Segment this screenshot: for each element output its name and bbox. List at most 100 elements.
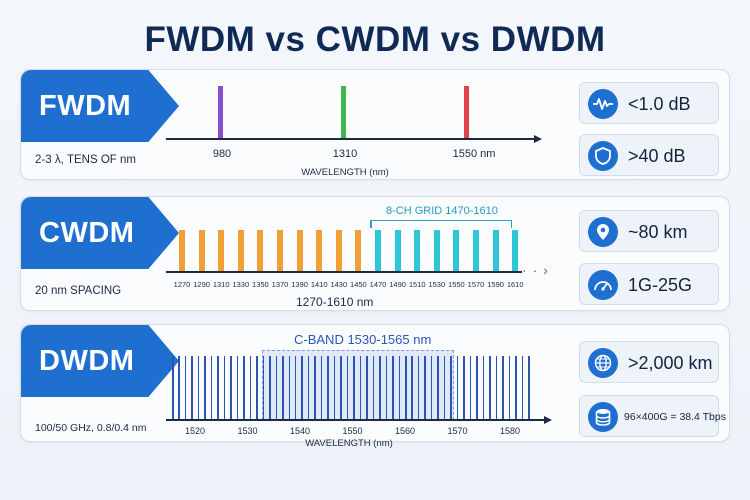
dwdm-channel-line	[424, 356, 426, 419]
cwdm-tick: 1290	[193, 280, 210, 289]
dwdm-cband-highlight	[262, 350, 454, 420]
cwdm-spec-distance: ~80 km	[579, 210, 719, 252]
dwdm-channel-line	[256, 356, 258, 419]
cwdm-tick: 1590	[487, 280, 504, 289]
cwdm-channel-bar	[257, 230, 264, 271]
location-pin-icon	[588, 217, 618, 247]
dwdm-channel-line	[346, 356, 349, 419]
cwdm-channel-bar	[394, 230, 401, 271]
cwdm-label-box: CWDM	[21, 197, 146, 269]
dwdm-channel-line	[340, 356, 342, 419]
spec-value: >2,000 km	[628, 353, 713, 373]
dwdm-channel-line	[307, 356, 310, 419]
spec-value: <1.0 dB	[628, 94, 691, 114]
fwdm-tick: 1310	[332, 148, 358, 160]
spec-value: 96×400G = 38.4 Tbps	[624, 411, 726, 423]
dwdm-channel-line	[502, 356, 504, 419]
cwdm-label-arrow	[145, 197, 179, 269]
dwdm-channel-line	[333, 356, 336, 419]
dwdm-channel-line	[230, 356, 232, 419]
speedometer-icon	[588, 270, 618, 300]
dwdm-channel-line	[437, 356, 439, 419]
fwdm-spec-insertion-loss: <1.0 dB	[579, 82, 719, 124]
fwdm-subtitle: 2-3 λ, TENS OF nm	[35, 154, 136, 166]
dwdm-tick: 1550	[342, 426, 363, 436]
cwdm-channel-bar	[179, 230, 185, 271]
database-icon	[588, 402, 618, 432]
cwdm-tick: 1430	[330, 280, 348, 289]
cwdm-channel-bar	[375, 230, 381, 271]
fwdm-channel-980	[218, 86, 223, 138]
dwdm-panel: DWDM 100/50 GHz, 0.8/0.4 nm >2,000 km 96…	[20, 324, 730, 442]
cwdm-channel-bar	[512, 230, 519, 271]
cwdm-tick: 1570	[467, 280, 485, 289]
dwdm-channel-line	[495, 356, 498, 419]
shield-icon	[588, 141, 618, 171]
dwdm-channel-line	[275, 356, 278, 419]
dwdm-axis-title: WAVELENGTH (nm)	[305, 438, 393, 449]
dwdm-channel-line	[191, 356, 193, 419]
cwdm-tick: 1330	[232, 280, 250, 289]
dwdm-channel-line	[204, 356, 206, 419]
dwdm-channel-line	[294, 356, 297, 419]
dwdm-channel-line	[521, 356, 524, 419]
cwdm-spec-rate: 1G-25G	[579, 263, 719, 305]
fwdm-name: FWDM	[39, 90, 132, 122]
cwdm-channel-bar	[453, 230, 460, 271]
dwdm-channel-line	[282, 356, 284, 419]
cwdm-channel-bar	[316, 230, 323, 271]
fwdm-tick: 1550 nm	[452, 148, 496, 160]
dwdm-channel-line	[217, 356, 219, 419]
dwdm-cband-top-line	[262, 350, 454, 351]
cwdm-tick: 1310	[212, 280, 230, 289]
fwdm-label-arrow	[145, 70, 179, 142]
dwdm-channel-line	[379, 356, 381, 419]
cwdm-channel-bar	[277, 230, 283, 271]
dwdm-channel-line	[398, 356, 401, 419]
dwdm-channel-line	[482, 356, 485, 419]
dwdm-channel-line	[411, 356, 413, 419]
dwdm-channel-line	[430, 356, 433, 419]
cwdm-channel-bar	[492, 230, 499, 271]
dwdm-cband-label: C-BAND 1530-1565 nm	[294, 332, 432, 347]
dwdm-channel-line	[372, 356, 375, 419]
dwdm-tick: 1560	[394, 426, 416, 436]
fwdm-panel: FWDM 2-3 λ, TENS OF nm <1.0 dB >40 dB	[20, 69, 730, 180]
dwdm-tick: 1540	[289, 426, 311, 436]
cwdm-channel-bar	[433, 230, 440, 271]
fwdm-channel-1310	[341, 86, 346, 138]
dwdm-channel-line	[172, 356, 174, 419]
cwdm-channel-bar	[355, 230, 362, 271]
dwdm-channel-line	[443, 356, 446, 419]
cwdm-tick: 1370	[271, 280, 289, 289]
fwdm-label-box: FWDM	[21, 70, 146, 142]
dwdm-spec-distance: >2,000 km	[579, 341, 719, 383]
dwdm-channel-line	[456, 356, 459, 419]
dwdm-channel-line	[262, 356, 265, 419]
dwdm-channel-line	[463, 356, 465, 419]
dwdm-channel-line	[385, 356, 388, 419]
dwdm-tick: 1520	[184, 426, 206, 436]
cwdm-channel-bar	[237, 230, 244, 271]
fwdm-tick: 980	[212, 148, 232, 160]
cwdm-tick: 1470	[369, 280, 387, 289]
dwdm-channel-line	[359, 356, 362, 419]
dwdm-channel-line	[184, 356, 187, 419]
cwdm-channel-bar	[414, 230, 421, 271]
cwdm-axis-continuation: · · ›	[522, 262, 549, 278]
cwdm-tick: 1550	[448, 280, 465, 289]
dwdm-axis-line	[166, 419, 546, 421]
dwdm-name: DWDM	[39, 345, 135, 377]
cwdm-tick: 1270	[173, 280, 191, 289]
cwdm-tick: 1410	[310, 280, 328, 289]
cwdm-name: CWDM	[39, 217, 135, 249]
fwdm-axis-arrow	[534, 135, 542, 143]
dwdm-channel-line	[223, 356, 226, 419]
spec-value: >40 dB	[628, 146, 686, 166]
waveform-icon	[588, 89, 618, 119]
dwdm-tick: 1570	[447, 426, 468, 436]
dwdm-channel-line	[528, 356, 530, 419]
dwdm-channel-line	[314, 356, 316, 419]
cwdm-tick: 1530	[428, 280, 446, 289]
cwdm-channel-bar	[218, 230, 225, 271]
